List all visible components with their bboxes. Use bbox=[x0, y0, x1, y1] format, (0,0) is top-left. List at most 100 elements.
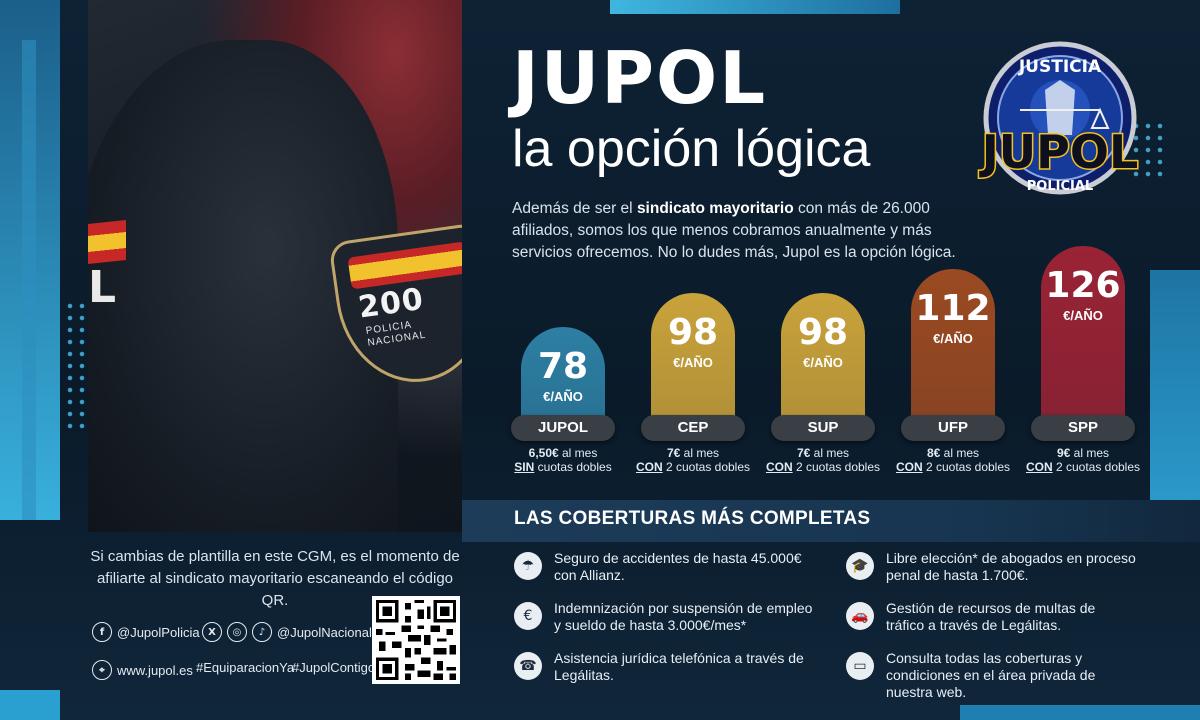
coverage-item: ☂ Seguro de accidentes de hasta 45.000€ c… bbox=[514, 550, 814, 584]
coverage-text: Libre elección* de abogados en proceso p… bbox=[886, 550, 1136, 583]
coverage-text: Asistencia jurídica telefónica a través … bbox=[554, 650, 804, 683]
coverage-text: Gestión de recursos de multas de tráfico… bbox=[886, 600, 1096, 633]
intro-text: con más de 26.000 afiliados, somos los q… bbox=[512, 200, 956, 261]
page-subtitle: la opción lógica bbox=[512, 120, 871, 178]
coverage-title: LAS COBERTURAS MÁS COMPLETAS bbox=[514, 508, 871, 529]
price-bar-sup: 98 €/AÑO bbox=[781, 292, 865, 428]
web-pointer-icon: ⌖ bbox=[92, 660, 112, 680]
fee-price: 8€ bbox=[926, 446, 941, 460]
patch-flag bbox=[347, 241, 462, 290]
phone-icon: ☎ bbox=[514, 652, 542, 680]
car-icon: 🚗 bbox=[846, 602, 874, 630]
fee-price: 7€ bbox=[796, 446, 811, 460]
fee-price: 6,50€ bbox=[528, 446, 559, 460]
price-bar-spp: 126 €/AÑO bbox=[1041, 245, 1125, 428]
fee-text: al mes bbox=[1070, 446, 1110, 460]
svg-text:JUSTICIA: JUSTICIA bbox=[1018, 57, 1102, 77]
fee-text: al mes bbox=[680, 446, 720, 460]
social-links[interactable]: X ◎ ♪ @JupolNacional bbox=[202, 622, 372, 642]
facebook-link[interactable]: f @JupolPolicia bbox=[92, 622, 200, 642]
fee-double-quota: CON bbox=[765, 460, 793, 474]
union-label-jupol: JUPOL bbox=[511, 415, 615, 441]
decor-stripe-bottom-right bbox=[960, 705, 1200, 720]
price-unit: €/AÑO bbox=[1063, 307, 1103, 323]
hand-money-icon: € bbox=[514, 602, 542, 630]
fee-text: al mes bbox=[810, 446, 850, 460]
qr-call-to-action: Si cambias de plantilla en este CGM, es … bbox=[90, 548, 460, 609]
hashtag-text: #EquiparacionYa bbox=[196, 660, 295, 675]
coverage-band bbox=[462, 500, 1200, 542]
insurance-icon: ☂ bbox=[514, 552, 542, 580]
coverage-item: ☎ Asistencia jurídica telefónica a través… bbox=[514, 650, 814, 684]
hashtag-text: #JupolContigo bbox=[292, 660, 376, 675]
graduation-cap-icon: 🎓 bbox=[846, 552, 874, 580]
coverage-item: € Indemnización por suspensión de empleo … bbox=[514, 600, 814, 634]
price-unit: €/AÑO bbox=[933, 331, 973, 347]
qr-code[interactable] bbox=[372, 596, 460, 684]
coverage-item: 🎓 Libre elección* de abogados en proceso … bbox=[846, 550, 1136, 584]
union-label-ufp: UFP bbox=[901, 415, 1005, 441]
price-bar-cep: 98 €/AÑO bbox=[651, 292, 735, 428]
coverage-text: Seguro de accidentes de hasta 45.000€ co… bbox=[554, 550, 802, 583]
price-bar-jupol: 78 €/AÑO bbox=[521, 326, 605, 428]
fee-text: 2 cuotas dobles bbox=[792, 460, 881, 474]
social-handle: @JupolNacional bbox=[277, 624, 372, 640]
hashtag-2: #JupolContigo bbox=[292, 660, 375, 675]
fee-double-quota: SIN bbox=[514, 460, 535, 474]
price-value: 78 bbox=[537, 345, 589, 387]
union-label-sup: SUP bbox=[771, 415, 875, 441]
decor-stripe-left-inner bbox=[22, 40, 36, 520]
union-label-cep: CEP bbox=[641, 415, 745, 441]
decor-stripe-right bbox=[1150, 270, 1200, 520]
sleeve-letter: L bbox=[88, 262, 117, 313]
price-unit: €/AÑO bbox=[543, 388, 583, 404]
card-click-icon: ▭ bbox=[846, 652, 874, 680]
spain-flag-stripe bbox=[88, 220, 126, 264]
coverage-item: 🚗 Gestión de recursos de multas de tráfic… bbox=[846, 600, 1136, 634]
tiktok-icon: ♪ bbox=[252, 622, 272, 642]
fee-price: 7€ bbox=[666, 446, 681, 460]
website-link[interactable]: ⌖ www.jupol.es bbox=[92, 660, 193, 680]
price-value: 98 bbox=[797, 311, 849, 353]
coverage-text: Indemnización por suspensión de empleo y… bbox=[554, 600, 813, 633]
price-value: 126 bbox=[1045, 264, 1121, 306]
hashtag-1: #EquiparacionYa bbox=[196, 660, 294, 675]
logo-emblem-icon: JUSTICIA JUPOL POLICIAL bbox=[977, 41, 1140, 195]
price-value: 112 bbox=[915, 288, 991, 330]
decor-dots bbox=[1130, 120, 1166, 180]
fee-double-quota: CON bbox=[635, 460, 663, 474]
website-url: www.jupol.es bbox=[117, 662, 193, 678]
monthly-fee-spp: 9€ al mes CON 2 cuotas dobles bbox=[1013, 446, 1153, 474]
fee-text: 2 cuotas dobles bbox=[1052, 460, 1141, 474]
price-value: 98 bbox=[667, 311, 719, 353]
police-officer-photo: L 200 POLICIA NACIONAL bbox=[88, 0, 462, 532]
decor-stripe-top bbox=[610, 0, 900, 14]
price-unit: €/AÑO bbox=[673, 354, 713, 370]
intro-bold: sindicato mayoritario bbox=[636, 200, 794, 217]
fee-double-quota: CON bbox=[895, 460, 923, 474]
fee-text: cuotas dobles bbox=[534, 460, 612, 474]
coverage-text: Consulta todas las coberturas y condicio… bbox=[886, 650, 1096, 700]
coverage-item: ▭ Consulta todas las coberturas y condici… bbox=[846, 650, 1136, 701]
instagram-icon: ◎ bbox=[227, 622, 247, 642]
qr-code-icon bbox=[376, 600, 456, 680]
fee-text: al mes bbox=[558, 446, 598, 460]
union-label-spp: SPP bbox=[1031, 415, 1135, 441]
monthly-fee-jupol: 6,50€ al mes SIN cuotas dobles bbox=[493, 446, 633, 474]
fee-double-quota: CON bbox=[1025, 460, 1053, 474]
fee-price: 9€ bbox=[1056, 446, 1071, 460]
monthly-fee-sup: 7€ al mes CON 2 cuotas dobles bbox=[753, 446, 893, 474]
intro-text: Además de ser el bbox=[512, 200, 637, 217]
decor-stripe-bottom-left bbox=[0, 690, 60, 720]
facebook-icon: f bbox=[92, 622, 112, 642]
monthly-fee-ufp: 8€ al mes CON 2 cuotas dobles bbox=[883, 446, 1023, 474]
page-title: JUPOL bbox=[512, 36, 768, 120]
intro-paragraph: Además de ser el sindicato mayoritario c… bbox=[512, 198, 982, 264]
svg-text:POLICIAL: POLICIAL bbox=[1027, 179, 1093, 194]
price-bar-ufp: 112 €/AÑO bbox=[911, 269, 995, 428]
fee-text: al mes bbox=[940, 446, 980, 460]
x-icon: X bbox=[202, 622, 222, 642]
price-unit: €/AÑO bbox=[803, 354, 843, 370]
fee-text: 2 cuotas dobles bbox=[922, 460, 1011, 474]
